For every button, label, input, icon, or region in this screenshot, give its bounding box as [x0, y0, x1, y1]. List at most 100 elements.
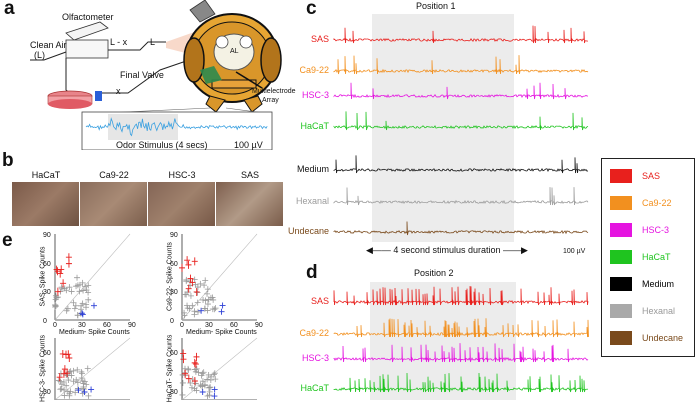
scatter-point: [197, 280, 204, 287]
x-axis-label: Medium- Spike Counts: [186, 329, 257, 336]
y-tick-label: 30: [170, 289, 178, 297]
scatter-point: [193, 352, 200, 361]
legend-label: HaCaT: [642, 252, 671, 262]
scatter-point: [53, 294, 60, 301]
scatter-point: [185, 374, 192, 383]
scatter-point: [198, 307, 205, 314]
position-2-title: Position 2: [414, 268, 454, 278]
scatter-point: [65, 377, 72, 384]
scatter-point: [205, 384, 212, 391]
y-tick-label: 60: [170, 260, 178, 268]
scatter-point: [64, 305, 71, 312]
scatter-point: [70, 378, 77, 385]
scatter-point: [73, 376, 80, 383]
scatter-point: [59, 349, 66, 358]
scatter-point: [192, 281, 199, 288]
scatter-point: [72, 389, 79, 396]
scatter-point: [88, 386, 95, 393]
image-label: HSC-3: [168, 170, 196, 180]
scatter-point: [81, 388, 88, 395]
scatter-point: [75, 387, 82, 394]
scatter-point: [65, 259, 72, 268]
scatter-point: [184, 305, 191, 312]
scatter-point: [179, 379, 186, 386]
legend-item: Medium: [610, 277, 674, 291]
scatter-point: [80, 287, 87, 294]
scatter-point: [199, 382, 206, 389]
scatter-point: [193, 387, 200, 394]
inset-scale-label: 100 µV: [234, 140, 263, 150]
scatter-point: [78, 368, 85, 375]
scatter-point: [68, 372, 75, 379]
stimulus-shade-position-1: [372, 14, 514, 242]
scatter-point: [90, 302, 97, 309]
trace-label: SAS: [310, 296, 329, 306]
scatter-point: [66, 353, 73, 362]
image-label: Ca9-22: [99, 170, 129, 180]
legend-item: SAS: [610, 169, 660, 183]
cell-image-hacat: [12, 182, 79, 226]
scatter-point: [65, 350, 72, 359]
scatter-point: [61, 365, 68, 374]
panel-label-c: c: [306, 0, 317, 19]
trace-label: HaCaT: [300, 121, 329, 131]
scatter-point: [72, 302, 79, 309]
trace-label: Medium: [296, 164, 329, 174]
scatter-point: [187, 274, 194, 283]
trace-line: [333, 372, 589, 393]
scatter-point: [79, 310, 86, 317]
scatter-point: [191, 308, 198, 315]
scatter-point: [70, 299, 77, 306]
scatter-point: [211, 393, 218, 400]
stimulus-duration-label: ◀—— 4 second stimulus duration ——▶: [366, 245, 528, 256]
y-tick-label: 30: [43, 289, 51, 297]
legend-item: Undecane: [610, 331, 683, 345]
scatter-point: [85, 392, 92, 399]
panel-b-images: HaCaT Ca9-22 HSC-3 SAS: [12, 170, 284, 226]
y-axis-label: HaCaT- Spike Counts: [166, 334, 174, 403]
y-axis-label: HSC-3- Spike Counts: [39, 335, 47, 402]
scatter-point: [85, 282, 92, 289]
y-axis-label: Ca9-22- Spike Counts: [166, 242, 174, 311]
scatter-point: [74, 385, 81, 392]
legend-item: HSC-3: [610, 223, 669, 237]
legend-label: Medium: [642, 279, 675, 289]
scatter-point: [54, 267, 61, 276]
L-label: L: [150, 37, 156, 47]
scatter-point: [83, 287, 90, 294]
petri-dish: [47, 90, 93, 109]
x-tick-label: 0: [53, 322, 57, 329]
scatter-point: [218, 308, 225, 315]
scatter-point: [181, 312, 188, 319]
x-tick-label: 60: [103, 322, 111, 329]
scatter-point: [79, 300, 86, 307]
scatter-point: [179, 391, 186, 398]
final-valve-icon: [95, 91, 102, 101]
legend-label: Ca9-22: [642, 198, 672, 208]
panel-label-a: a: [4, 0, 15, 19]
scatter-point: [58, 381, 65, 388]
scatter-point: [219, 302, 226, 309]
scatter-point: [191, 376, 198, 385]
scatter-point: [63, 382, 70, 389]
x-label: x: [116, 86, 121, 96]
scatter-point: [206, 392, 213, 399]
scatter-point: [80, 380, 87, 387]
scatter-point: [59, 285, 66, 292]
legend-swatch: [610, 196, 632, 210]
scatter-point: [200, 369, 207, 376]
final-valve-label: Final Valve: [120, 70, 164, 80]
y-axis-label: SAS- Spike Counts: [39, 246, 47, 307]
scatter-point: [179, 263, 186, 272]
trace-label: Ca9-22: [299, 65, 329, 75]
x-tick-label: 30: [205, 322, 213, 329]
scatter-point: [83, 301, 90, 308]
legend-label: SAS: [642, 171, 661, 181]
scatter-point: [79, 279, 86, 286]
y-tick-label: 60: [43, 260, 51, 268]
scatter-point: [73, 283, 80, 290]
scatter-point: [194, 299, 201, 306]
array-pointer: [235, 71, 263, 89]
legend-swatch: [610, 277, 632, 291]
electrophysiology-traces: [333, 14, 589, 400]
